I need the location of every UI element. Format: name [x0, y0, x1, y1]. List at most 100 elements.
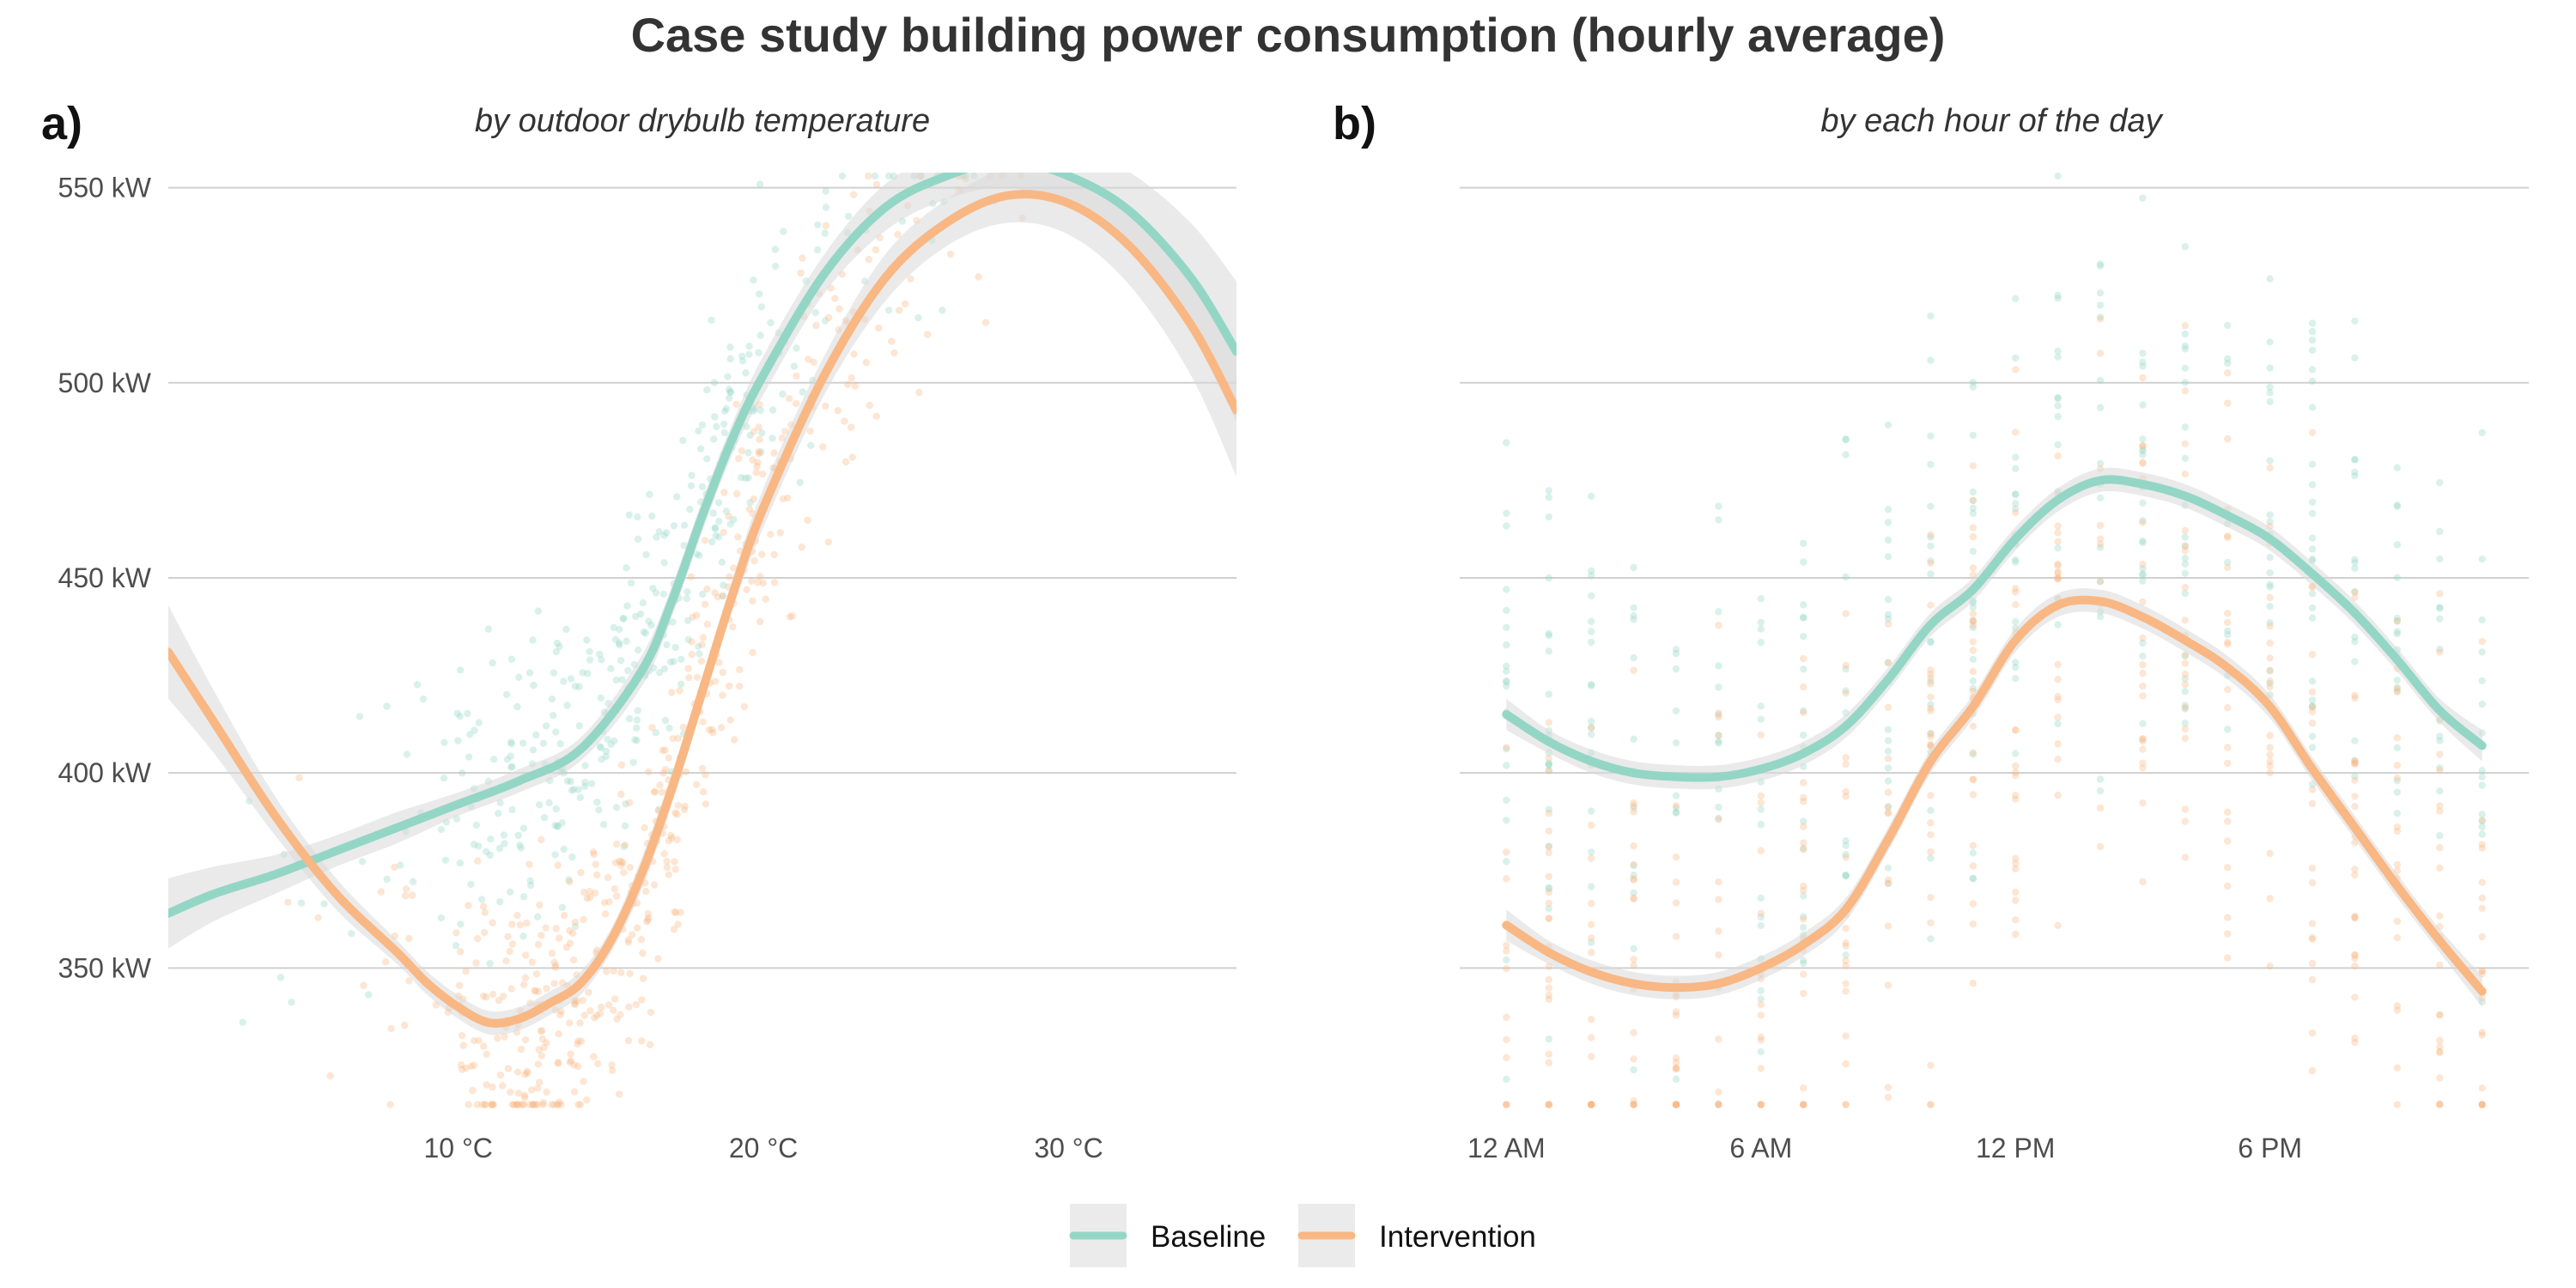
point-baseline [2054, 720, 2062, 728]
point-baseline [1800, 614, 1807, 622]
point-intervention [553, 1101, 562, 1109]
point-baseline [1800, 844, 1807, 853]
point-intervention [551, 961, 560, 969]
point-baseline [684, 635, 692, 644]
point-baseline [2478, 428, 2486, 437]
point-intervention [473, 1101, 482, 1109]
point-baseline [2139, 447, 2147, 455]
point-intervention [2181, 734, 2189, 742]
point-baseline [470, 841, 478, 848]
point-intervention [1842, 1101, 1850, 1109]
point-baseline [607, 740, 615, 749]
line-intervention [168, 190, 1236, 1028]
point-intervention [2478, 904, 2486, 913]
point-baseline [1757, 715, 1765, 723]
point-intervention [1842, 760, 1850, 769]
point-intervention [702, 800, 709, 808]
point-intervention [621, 841, 629, 849]
point-intervention [650, 788, 659, 796]
point-intervention [725, 513, 732, 520]
point-intervention [1842, 793, 1850, 800]
point-baseline [1630, 616, 1637, 623]
point-baseline [1800, 923, 1807, 932]
point-baseline [742, 474, 750, 483]
point-intervention [1630, 955, 1637, 963]
point-baseline [580, 782, 589, 791]
point-intervention [1588, 934, 1595, 942]
point-intervention [1842, 854, 1850, 861]
point-intervention [1884, 1093, 1893, 1102]
point-baseline [1545, 761, 1553, 769]
point-intervention [2181, 322, 2189, 330]
point-intervention [2096, 315, 2105, 323]
point-intervention [2224, 864, 2232, 872]
point-intervention [2266, 895, 2274, 902]
point-baseline [1969, 488, 1977, 496]
point-baseline [612, 676, 620, 684]
point-intervention [779, 495, 787, 503]
point-intervention [557, 1101, 565, 1109]
point-baseline [1545, 905, 1553, 913]
point-intervention [457, 1061, 465, 1069]
point-baseline [726, 355, 734, 363]
point-intervention [489, 990, 497, 999]
point-intervention [571, 1000, 579, 1009]
point-intervention [1927, 819, 1935, 827]
point-intervention [2478, 1101, 2486, 1109]
point-intervention [2266, 963, 2274, 970]
point-baseline [586, 656, 594, 664]
point-baseline [1672, 1075, 1680, 1084]
point-baseline [2266, 457, 2274, 465]
point-baseline [1588, 680, 1595, 689]
point-baseline [2054, 173, 2062, 180]
point-intervention [1800, 793, 1807, 802]
point-baseline [1927, 638, 1935, 647]
point-intervention [1503, 1101, 1510, 1109]
point-baseline [884, 307, 893, 314]
point-baseline [2266, 667, 2274, 675]
point-baseline [2096, 577, 2105, 586]
point-intervention [866, 401, 873, 410]
point-intervention [2351, 776, 2359, 784]
point-intervention [521, 1093, 529, 1102]
point-intervention [1672, 1066, 1680, 1073]
point-baseline [633, 737, 641, 744]
point-intervention [2266, 762, 2274, 770]
point-baseline [673, 493, 681, 501]
point-baseline [634, 535, 642, 544]
point-intervention [513, 1101, 521, 1109]
point-baseline [1842, 851, 1850, 859]
point-intervention [612, 840, 621, 848]
point-baseline [1800, 913, 1807, 920]
point-baseline [2181, 542, 2189, 550]
point-baseline [1545, 884, 1553, 892]
point-baseline [530, 681, 538, 690]
point-baseline [437, 914, 445, 922]
point-baseline [660, 559, 668, 567]
point-intervention [1757, 847, 1765, 854]
point-intervention [2436, 843, 2444, 852]
point-baseline [2351, 587, 2359, 596]
point-intervention [1672, 1012, 1680, 1019]
point-baseline [1672, 646, 1680, 653]
point-intervention [480, 1042, 488, 1050]
point-baseline [1969, 379, 1977, 386]
point-intervention [835, 305, 843, 313]
point-intervention [822, 402, 829, 410]
point-baseline [1503, 796, 1510, 805]
point-baseline [2393, 744, 2401, 751]
point-intervention [2351, 588, 2359, 596]
point-intervention [896, 307, 903, 314]
point-baseline [1884, 737, 1893, 744]
point-intervention [946, 250, 955, 258]
point-intervention [1545, 1101, 1553, 1109]
point-intervention [1503, 1101, 1510, 1109]
point-intervention [665, 754, 673, 762]
point-intervention [2181, 651, 2189, 659]
point-baseline [452, 941, 460, 950]
point-intervention [605, 1001, 613, 1009]
point-baseline [612, 804, 621, 811]
point-intervention [2139, 519, 2147, 526]
point-intervention [533, 1101, 541, 1109]
point-intervention [865, 256, 872, 264]
